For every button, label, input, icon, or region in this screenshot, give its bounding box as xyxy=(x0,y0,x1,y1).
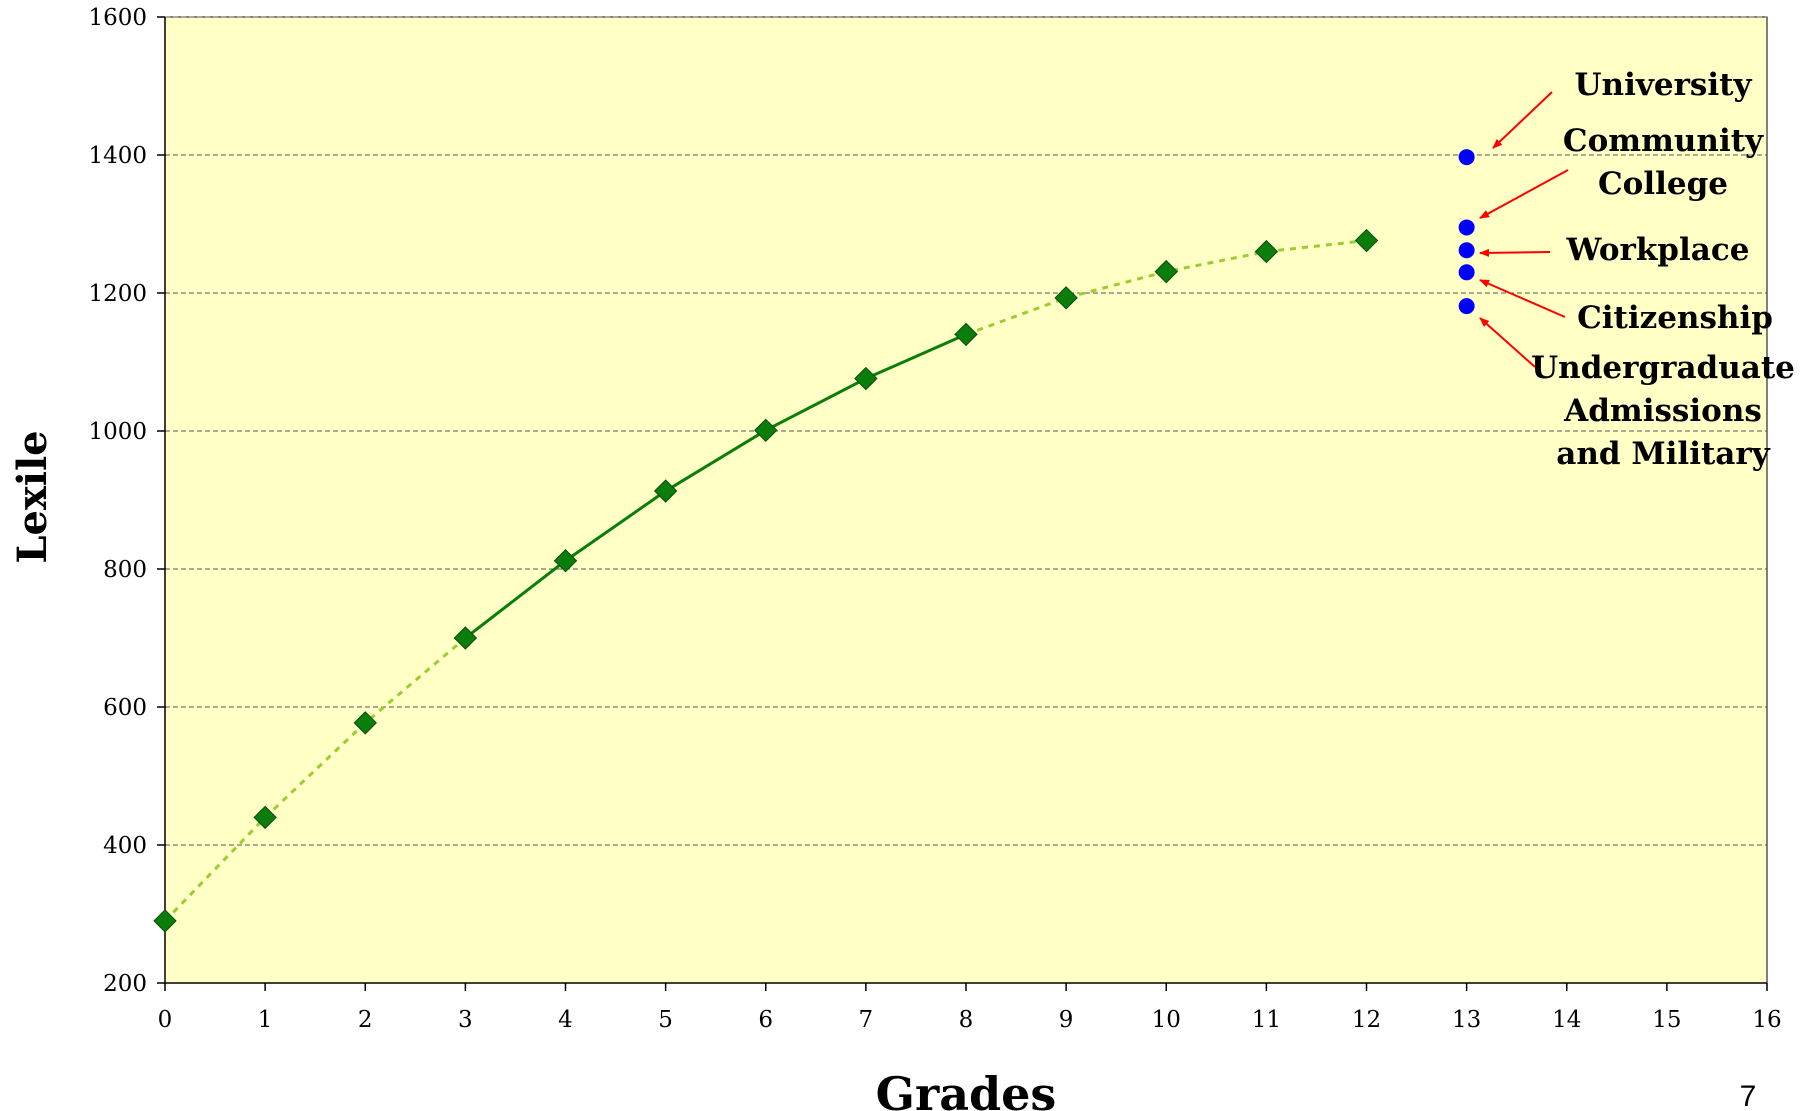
grade-data-point xyxy=(854,366,878,391)
grade-data-point xyxy=(153,909,177,933)
annotation-arrow xyxy=(1479,169,1569,219)
x-tick-label: 12 xyxy=(1352,1007,1381,1033)
x-tick-label: 10 xyxy=(1152,1007,1181,1033)
grade-data-point xyxy=(1354,228,1379,253)
plot-area xyxy=(164,16,1768,984)
x-tick-label: 14 xyxy=(1552,1007,1581,1033)
y-axis-title: Lexile xyxy=(9,430,56,563)
x-tick-label: 4 xyxy=(558,1007,573,1033)
y-tick-label: 1000 xyxy=(88,419,147,445)
x-tick-label: 3 xyxy=(458,1007,473,1033)
y-tick-label: 800 xyxy=(103,557,147,583)
x-tick-label: 5 xyxy=(658,1007,673,1033)
grade-data-point xyxy=(253,805,277,830)
x-tick-label: 13 xyxy=(1452,1007,1481,1033)
grade-data-point xyxy=(1054,286,1078,310)
x-tick-label: 6 xyxy=(758,1007,773,1033)
x-axis-title: Grades xyxy=(876,1067,1057,1111)
grade-data-point xyxy=(754,418,778,443)
page-number: 7 xyxy=(1740,1080,1757,1111)
annotation-label: College xyxy=(1598,166,1728,202)
dashed-trend-line xyxy=(163,636,467,922)
y-tick-label: 600 xyxy=(103,695,147,721)
x-tick-label: 0 xyxy=(158,1007,173,1033)
grade-data-point xyxy=(653,479,678,503)
solid-trend-line xyxy=(464,333,967,640)
annotation-label: Undergraduate xyxy=(1531,350,1795,386)
y-tick-label: 200 xyxy=(103,971,147,997)
x-tick-label: 9 xyxy=(1059,1007,1074,1033)
postsecondary-point xyxy=(1458,298,1475,315)
x-tick-label: 1 xyxy=(258,1007,273,1033)
series-markers xyxy=(153,149,1475,933)
grade-data-point xyxy=(353,711,377,735)
x-tick-label: 7 xyxy=(859,1007,874,1033)
annotation-arrow xyxy=(1492,91,1553,149)
x-axis-ticks: 0 1 2 3 4 5 6 7 8 9 10 11 12 13 14 15 16 xyxy=(158,983,1782,1033)
annotation-arrow xyxy=(1479,279,1566,318)
annotation-arrow xyxy=(1479,248,1551,257)
annotation-label: Admissions xyxy=(1563,393,1762,429)
annotation-label: Workplace xyxy=(1566,232,1750,268)
series-lines xyxy=(163,239,1367,922)
annotation-arrow xyxy=(1479,317,1536,368)
grade-data-point xyxy=(453,626,478,650)
grade-data-point xyxy=(1254,239,1279,264)
postsecondary-point xyxy=(1458,219,1475,236)
y-tick-label: 1600 xyxy=(88,5,147,31)
postsecondary-point xyxy=(1458,264,1475,281)
x-tick-label: 8 xyxy=(959,1007,974,1033)
y-tick-label: 400 xyxy=(103,833,147,859)
x-tick-label: 15 xyxy=(1652,1007,1681,1033)
x-tick-label: 16 xyxy=(1752,1007,1781,1033)
x-tick-label: 2 xyxy=(358,1007,373,1033)
annotation-label: Community xyxy=(1563,123,1764,159)
grade-data-point xyxy=(954,322,978,347)
grade-data-point xyxy=(553,549,578,573)
grade-data-point xyxy=(1154,259,1178,284)
gridlines xyxy=(165,16,1767,846)
y-tick-label: 1400 xyxy=(88,143,147,169)
annotation-label: and Military xyxy=(1556,436,1770,472)
x-tick-label: 11 xyxy=(1252,1007,1281,1033)
y-axis-ticks: 200 400 600 800 1000 1200 1400 1600 xyxy=(88,5,165,997)
annotations: University Community College Workplace Citiz… xyxy=(1479,67,1795,472)
annotation-label: University xyxy=(1575,67,1753,103)
postsecondary-point xyxy=(1458,149,1475,166)
annotation-label: Citizenship xyxy=(1577,300,1773,336)
postsecondary-point xyxy=(1458,242,1475,259)
y-tick-label: 1200 xyxy=(88,281,147,307)
